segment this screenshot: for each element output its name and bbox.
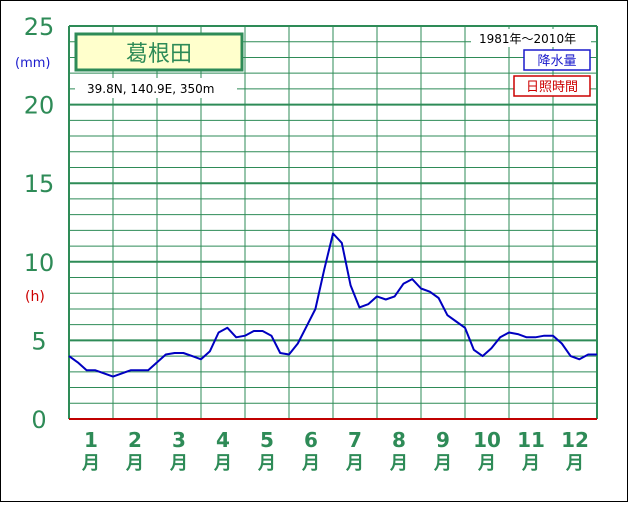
- month-suffix-label: 月: [477, 453, 496, 474]
- y-unit-sun: (h): [25, 289, 45, 305]
- location-box: [75, 78, 237, 98]
- y-tick-label: 25: [24, 13, 55, 41]
- legend-precip-box: [523, 49, 591, 71]
- period-text: 1981年〜2010年: [479, 32, 576, 46]
- month-number-label: 4: [216, 428, 230, 452]
- y-unit-precip: (mm): [15, 56, 50, 71]
- month-suffix-label: 月: [345, 453, 364, 474]
- y-tick-label: 10: [24, 249, 55, 277]
- month-number-label: 9: [436, 428, 450, 452]
- month-suffix-label: 月: [125, 453, 144, 474]
- y-tick-label: 20: [24, 92, 55, 120]
- month-number-label: 6: [304, 428, 318, 452]
- legend-sun-box: [513, 75, 591, 97]
- month-number-label: 11: [517, 428, 545, 452]
- month-number-label: 7: [348, 428, 362, 452]
- month-number-label: 5: [260, 428, 274, 452]
- month-suffix-label: 月: [389, 453, 408, 474]
- month-number-label: 12: [561, 428, 589, 452]
- location-text: 39.8N, 140.9E, 350m: [87, 82, 214, 96]
- y-axis-labels: 0 5 10 15 20 25: [24, 13, 55, 434]
- y-tick-label: 0: [31, 406, 46, 434]
- series-line: [68, 232, 597, 378]
- legend-sun-label: 日照時間: [526, 80, 578, 95]
- legend-precip-label: 降水量: [537, 54, 576, 69]
- y-tick-label: 15: [24, 170, 55, 198]
- y-tick-label: 5: [31, 327, 46, 355]
- title-box: [74, 32, 244, 72]
- month-suffix-label: 月: [81, 453, 100, 474]
- month-suffix-label: 月: [433, 453, 452, 474]
- grid: [68, 25, 598, 420]
- series-layer: [68, 232, 597, 420]
- month-suffix-label: 月: [257, 453, 276, 474]
- month-suffix-label: 月: [521, 453, 540, 474]
- month-suffix-label: 月: [169, 453, 188, 474]
- month-suffix-label: 月: [565, 453, 584, 474]
- month-number-label: 3: [172, 428, 186, 452]
- period-box: [471, 29, 591, 47]
- month-suffix-label: 月: [213, 453, 232, 474]
- month-suffix-label: 月: [301, 453, 320, 474]
- chart-title: 葛根田: [126, 42, 192, 67]
- month-number-label: 8: [392, 428, 406, 452]
- month-number-label: 2: [128, 428, 142, 452]
- month-number-label: 1: [84, 428, 98, 452]
- month-number-label: 10: [473, 428, 501, 452]
